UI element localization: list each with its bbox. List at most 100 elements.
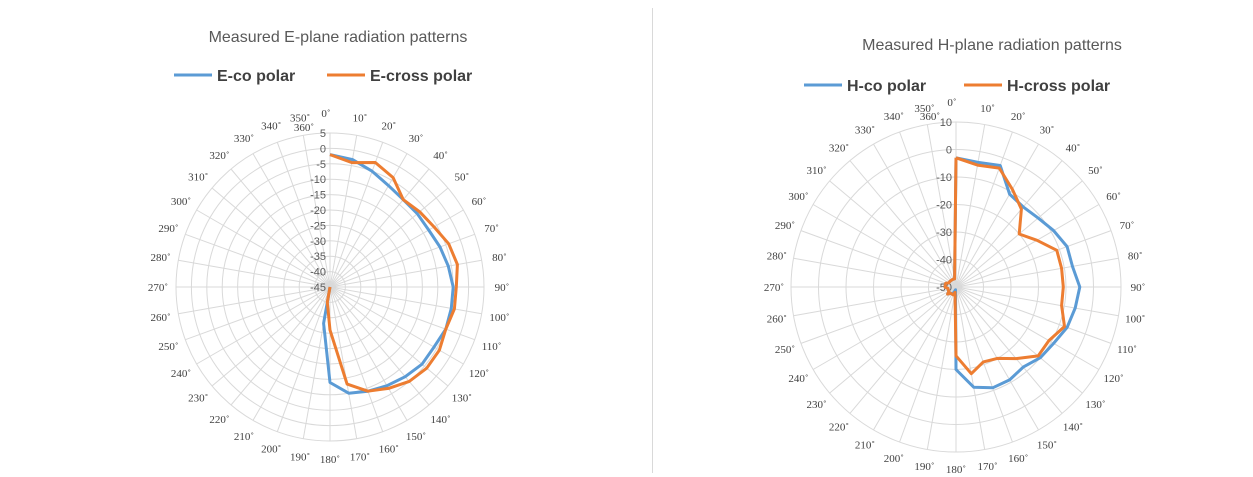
angle-tick-labels: 0˚ 10˚ 20˚ 30˚ 40˚ 50˚ 60˚ 70˚ 80˚ 90˚ 100˚ 110˚ 120… (764, 97, 1145, 476)
angle-tick-label: 220˚ (209, 414, 229, 426)
grid-ring (314, 271, 346, 303)
angle-tick-label: 100˚ (489, 312, 509, 324)
radial-tick-labels: 100-10-20-30-40-50 (936, 117, 952, 294)
radial-tick-label: 0 (946, 145, 952, 157)
angle-tick-label: 260˚ (767, 314, 787, 326)
angle-tick-label: 190˚ (914, 461, 934, 473)
radial-tick-label: 5 (320, 128, 326, 140)
angle-tick-label: 350˚ (290, 113, 310, 125)
angle-tick-label: 40˚ (433, 150, 448, 162)
angle-tick-label: 310˚ (188, 171, 208, 183)
legend-label-h-co: H-co polar (847, 78, 926, 95)
angle-tick-label: 290˚ (158, 223, 178, 235)
grid-ring (175, 132, 485, 442)
radial-tick-label: 0 (320, 143, 326, 155)
radial-tick-label: -40 (310, 267, 326, 279)
grid-ring (190, 147, 470, 427)
angle-tick-label: 260˚ (151, 312, 171, 324)
angle-tick-label: 360˚ (294, 122, 314, 134)
angle-tick-label: 30˚ (409, 133, 424, 145)
angle-tick-label: 150˚ (1037, 440, 1057, 452)
angle-tick-label: 340˚ (884, 111, 904, 123)
angle-tick-label: 0˚ (947, 97, 956, 109)
radial-tick-label: -35 (310, 251, 326, 263)
angle-tick-label: 250˚ (775, 344, 795, 356)
angle-tick-label: 180˚ (946, 464, 966, 476)
angle-tick-label: 90˚ (1131, 282, 1146, 294)
angle-tick-label: 240˚ (171, 368, 191, 380)
angle-tick-labels: 0˚ 10˚ 20˚ 30˚ 40˚ 50˚ 60˚ 70˚ 80˚ 90˚ 100˚ 110˚ 120… (148, 108, 510, 466)
radial-tick-label: -10 (936, 172, 952, 184)
angle-tick-label: 200˚ (884, 453, 904, 465)
angle-tick-label: 170˚ (978, 461, 998, 473)
angle-tick-label: 60˚ (1106, 191, 1121, 203)
angle-tick-label: 10˚ (980, 103, 995, 115)
grid-ring (790, 121, 1122, 453)
angle-tick-label: 230˚ (188, 393, 208, 405)
angle-tick-label: 250˚ (158, 341, 178, 353)
angle-tick-label: 180˚ (320, 454, 340, 466)
angle-tick-label: 80˚ (492, 252, 507, 264)
angle-tick-label: 40˚ (1066, 143, 1081, 155)
angle-tick-label: 160˚ (1008, 453, 1028, 465)
angle-tick-label: 50˚ (1088, 165, 1103, 177)
radial-tick-label: -5 (316, 159, 326, 171)
angle-tick-label: 80˚ (1128, 250, 1143, 262)
angle-tick-label: 320˚ (829, 143, 849, 155)
angle-tick-label: 350˚ (914, 103, 934, 115)
h-plane-chart: Measured H-plane radiation patterns H-co… (764, 37, 1145, 476)
angle-tick-label: 280˚ (767, 250, 787, 262)
angle-tick-label: 140˚ (1063, 421, 1083, 433)
angle-tick-label: 130˚ (452, 393, 472, 405)
angle-tick-label: 240˚ (788, 373, 808, 385)
angle-tick-label: 60˚ (472, 196, 487, 208)
e-plane-chart: Measured E-plane radiation patterns E-co… (148, 29, 510, 466)
angle-tick-label: 110˚ (482, 341, 502, 353)
radial-tick-label: -30 (936, 227, 952, 239)
angle-tick-label: 330˚ (855, 124, 875, 136)
angle-tick-label: 140˚ (431, 414, 451, 426)
radial-tick-label: 10 (940, 117, 952, 129)
angle-tick-label: 70˚ (484, 223, 499, 235)
angle-tick-label: 210˚ (234, 431, 254, 443)
angle-tick-label: 0˚ (321, 108, 330, 120)
angle-tick-label: 320˚ (209, 150, 229, 162)
angle-tick-label: 270˚ (148, 282, 168, 294)
angle-tick-label: 20˚ (1011, 111, 1026, 123)
grid-ring (252, 209, 408, 365)
angle-tick-label: 310˚ (807, 165, 827, 177)
angle-tick-label: 300˚ (171, 196, 191, 208)
legend-label-e-co: E-co polar (217, 68, 295, 85)
angle-tick-label: 220˚ (829, 421, 849, 433)
angle-tick-label: 120˚ (469, 368, 489, 380)
radial-tick-label: -20 (936, 200, 952, 212)
radial-tick-label: -20 (310, 205, 326, 217)
chart-title: Measured H-plane radiation patterns (862, 37, 1122, 54)
angle-tick-label: 280˚ (151, 252, 171, 264)
radial-tick-label: -40 (936, 255, 952, 267)
legend-label-h-cross: H-cross polar (1007, 78, 1110, 95)
grid-ring (267, 224, 393, 350)
angle-tick-label: 130˚ (1085, 399, 1105, 411)
angle-tick-label: 270˚ (764, 282, 784, 294)
angle-tick-label: 70˚ (1120, 220, 1135, 232)
angle-tick-label: 10˚ (353, 113, 368, 125)
angle-tick-label: 160˚ (379, 444, 399, 456)
angle-tick-label: 230˚ (807, 399, 827, 411)
angle-tick-label: 120˚ (1104, 373, 1124, 385)
radial-tick-label: -15 (310, 190, 326, 202)
angle-tick-label: 30˚ (1040, 124, 1055, 136)
radial-tick-label: -25 (310, 220, 326, 232)
radial-tick-label: -30 (310, 236, 326, 248)
series-group (943, 156, 1082, 390)
angle-tick-label: 110˚ (1117, 344, 1137, 356)
angle-tick-label: 360˚ (920, 111, 940, 123)
angle-tick-label: 300˚ (788, 191, 808, 203)
angle-tick-label: 340˚ (261, 120, 281, 132)
angle-tick-label: 330˚ (234, 133, 254, 145)
chart-title: Measured E-plane radiation patterns (209, 29, 468, 46)
legend-label-e-cross: E-cross polar (370, 68, 472, 85)
angle-tick-label: 50˚ (454, 171, 469, 183)
angle-tick-label: 200˚ (261, 444, 281, 456)
